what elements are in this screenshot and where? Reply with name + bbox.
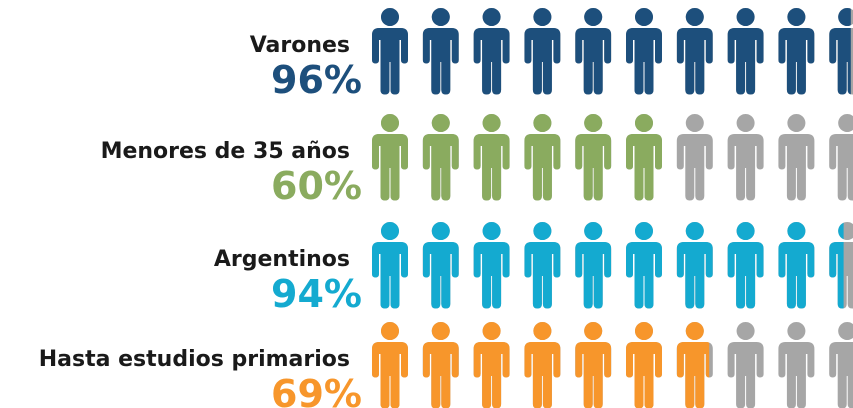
value-label: 96% [271,58,362,102]
icon-fill-group [372,8,851,95]
icon-filled [626,114,662,201]
value-label: 94% [271,272,362,316]
icon-filled [676,222,713,309]
icon-filled [727,8,764,95]
category-label: Argentinos [214,247,350,272]
icon-filled [676,8,713,95]
icon-filled [778,222,815,309]
icon-empty [727,322,764,408]
value-label: 60% [271,164,362,208]
icon-fill-group [372,222,844,309]
icon-filled [524,114,561,201]
icon-filled [473,8,510,95]
icon-filled [422,322,459,408]
icon-filled [676,322,710,408]
icon-filled [575,222,612,309]
icon-filled [372,114,408,201]
icon-empty [829,322,853,408]
icon-empty [829,114,853,201]
category-label: Menores de 35 años [101,139,350,164]
icon-filled [575,114,612,201]
icon-filled [575,8,612,95]
icon-empty [778,322,815,408]
icon-filled [575,322,612,408]
icon-filled [422,8,459,95]
icon-empty [676,114,713,201]
icon-filled [473,222,510,309]
icon-filled [372,8,408,95]
icon-filled [422,114,459,201]
icon-filled [778,8,815,95]
icon-filled [422,222,459,309]
icon-filled [727,222,764,309]
icon-filled [524,8,561,95]
icon-filled [524,222,561,309]
icon-filled [372,222,408,309]
category-label: Varones [250,33,350,58]
icon-filled [372,322,408,408]
icon-filled [829,8,851,95]
icon-empty [778,114,815,201]
icon-empty [727,114,764,201]
icon-filled [626,322,662,408]
value-label: 69% [271,372,362,408]
category-label: Hasta estudios primarios [39,347,350,372]
icon-filled [473,114,510,201]
icon-filled [524,322,561,408]
icon-filled [626,8,662,95]
icon-filled [626,222,662,309]
icon-filled [473,322,510,408]
